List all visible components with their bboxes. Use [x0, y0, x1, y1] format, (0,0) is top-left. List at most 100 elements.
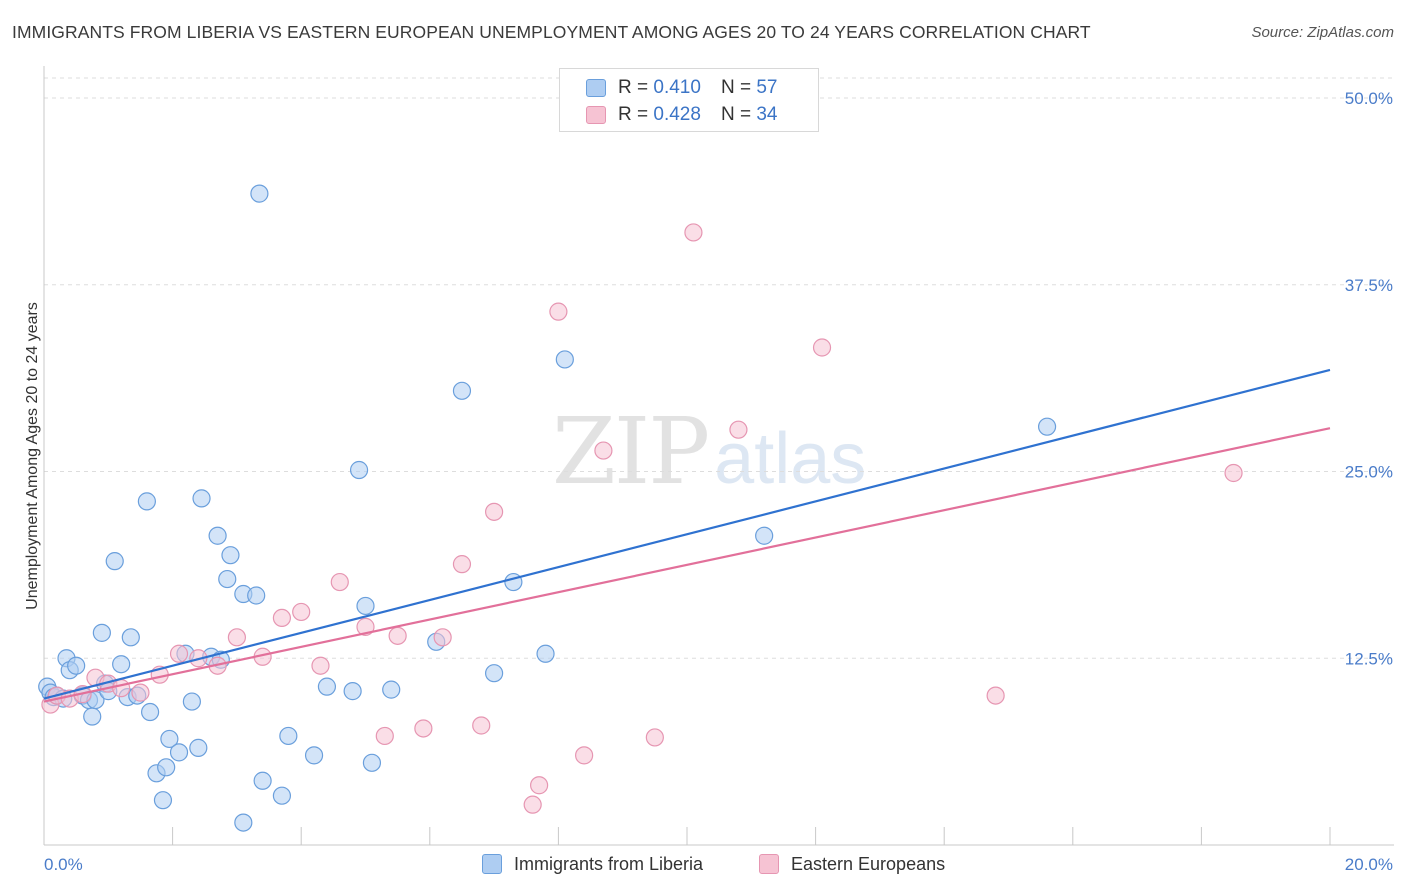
point-liberia	[112, 655, 131, 674]
correlation-legend: R = 0.410 N = 57 R = 0.428 N = 34	[559, 68, 819, 132]
point-liberia	[1037, 417, 1057, 436]
legend-n-label: N =	[720, 77, 752, 98]
point-eastern-european	[594, 441, 613, 460]
legend-r-value-liberia: 0.410	[653, 77, 701, 98]
point-liberia	[153, 791, 173, 810]
point-liberia	[485, 664, 504, 683]
point-liberia	[304, 746, 324, 765]
point-liberia	[253, 771, 272, 790]
point-eastern-european	[388, 626, 407, 645]
point-liberia	[208, 526, 227, 545]
y-axis-label: Unemployment Among Ages 20 to 24 years	[24, 302, 41, 610]
source-credit: Source: ZipAtlas.com	[1251, 24, 1394, 41]
point-eastern-european	[131, 683, 150, 702]
data-points	[38, 184, 1243, 832]
y-tick-label: 12.5%	[1345, 649, 1393, 668]
point-liberia	[67, 656, 86, 675]
point-eastern-european	[330, 572, 349, 592]
legend-n-value-eastern: 34	[756, 104, 778, 125]
point-eastern-european	[1224, 463, 1243, 483]
point-eastern-european	[523, 795, 542, 814]
point-liberia	[157, 758, 176, 777]
point-liberia	[189, 738, 208, 757]
point-liberia	[121, 628, 140, 647]
point-liberia	[169, 743, 189, 762]
axes	[43, 66, 1394, 846]
point-eastern-european	[375, 726, 394, 746]
point-eastern-european	[272, 608, 292, 628]
point-eastern-european	[414, 719, 433, 738]
point-liberia	[247, 586, 266, 605]
point-liberia	[182, 692, 201, 711]
legend-n-label: N =	[720, 104, 752, 125]
point-eastern-european	[292, 602, 311, 622]
point-eastern-european	[812, 338, 832, 357]
point-liberia	[140, 702, 160, 722]
point-eastern-european	[452, 555, 472, 574]
x-tick-label-max: 20.0%	[1345, 855, 1393, 874]
point-eastern-european	[729, 420, 748, 439]
x-tick-label-min: 0.0%	[44, 855, 83, 874]
y-tick-label: 50.0%	[1345, 89, 1393, 108]
tick-labels: 12.5% 25.0% 37.5% 50.0% 0.0% 20.0% Unemploymen…	[24, 89, 1393, 874]
point-liberia	[755, 526, 774, 545]
legend-r-label: R =	[618, 77, 649, 98]
grid-lines	[44, 77, 1394, 659]
point-liberia	[317, 677, 337, 696]
bottom-legend-label-eastern: Eastern Europeans	[791, 853, 946, 874]
point-liberia	[279, 726, 298, 746]
point-eastern-european	[227, 628, 246, 647]
point-eastern-european	[169, 644, 189, 663]
point-liberia	[250, 184, 269, 203]
point-eastern-european	[311, 656, 330, 675]
point-liberia	[92, 623, 111, 642]
legend-r-label: R =	[618, 104, 649, 125]
legend-row-liberia: R = 0.410 N = 57	[586, 77, 777, 99]
point-eastern-european	[433, 628, 452, 647]
point-eastern-european	[112, 679, 131, 698]
point-liberia	[362, 753, 382, 772]
bottom-legend-swatch-pink	[759, 854, 779, 874]
point-eastern-european	[472, 716, 491, 735]
y-tick-label: 25.0%	[1345, 463, 1393, 482]
point-liberia	[536, 644, 555, 663]
point-liberia	[137, 492, 156, 511]
point-liberia	[343, 682, 362, 701]
point-eastern-european	[986, 686, 1005, 705]
point-liberia	[272, 786, 292, 805]
chart-title: IMMIGRANTS FROM LIBERIA VS EASTERN EUROP…	[12, 22, 1091, 42]
trendline-liberia	[43, 368, 1331, 700]
point-liberia	[221, 546, 240, 565]
legend-n-value-liberia: 57	[756, 77, 778, 98]
point-eastern-european	[684, 223, 703, 242]
point-liberia	[234, 813, 253, 832]
point-liberia	[356, 596, 375, 616]
point-eastern-european	[530, 776, 549, 795]
point-liberia	[349, 460, 369, 480]
point-liberia	[382, 680, 401, 699]
y-tick-label: 37.5%	[1345, 276, 1393, 295]
bottom-legend-label-liberia: Immigrants from Liberia	[514, 853, 704, 874]
point-liberia	[452, 381, 472, 400]
bottom-legend-eastern-europeans[interactable]: Eastern Europeans	[759, 852, 945, 876]
point-liberia	[192, 489, 211, 508]
legend-swatch-pink	[586, 106, 606, 124]
point-liberia	[83, 707, 102, 726]
point-eastern-european	[549, 302, 568, 321]
point-eastern-european	[575, 746, 594, 765]
point-liberia	[218, 569, 237, 589]
point-eastern-european	[485, 502, 504, 521]
point-liberia	[555, 350, 574, 369]
point-liberia	[160, 729, 179, 749]
bottom-legend-liberia[interactable]: Immigrants from Liberia	[482, 852, 703, 876]
legend-r-value-eastern: 0.428	[653, 104, 701, 125]
point-eastern-european	[645, 728, 664, 747]
trendline-eastern-europeans	[43, 427, 1331, 703]
point-eastern-european	[356, 617, 375, 636]
bottom-legend-swatch-blue	[482, 854, 502, 874]
point-liberia	[105, 552, 124, 571]
trendlines	[43, 368, 1331, 703]
legend-row-eastern-europeans: R = 0.428 N = 34	[586, 104, 777, 126]
